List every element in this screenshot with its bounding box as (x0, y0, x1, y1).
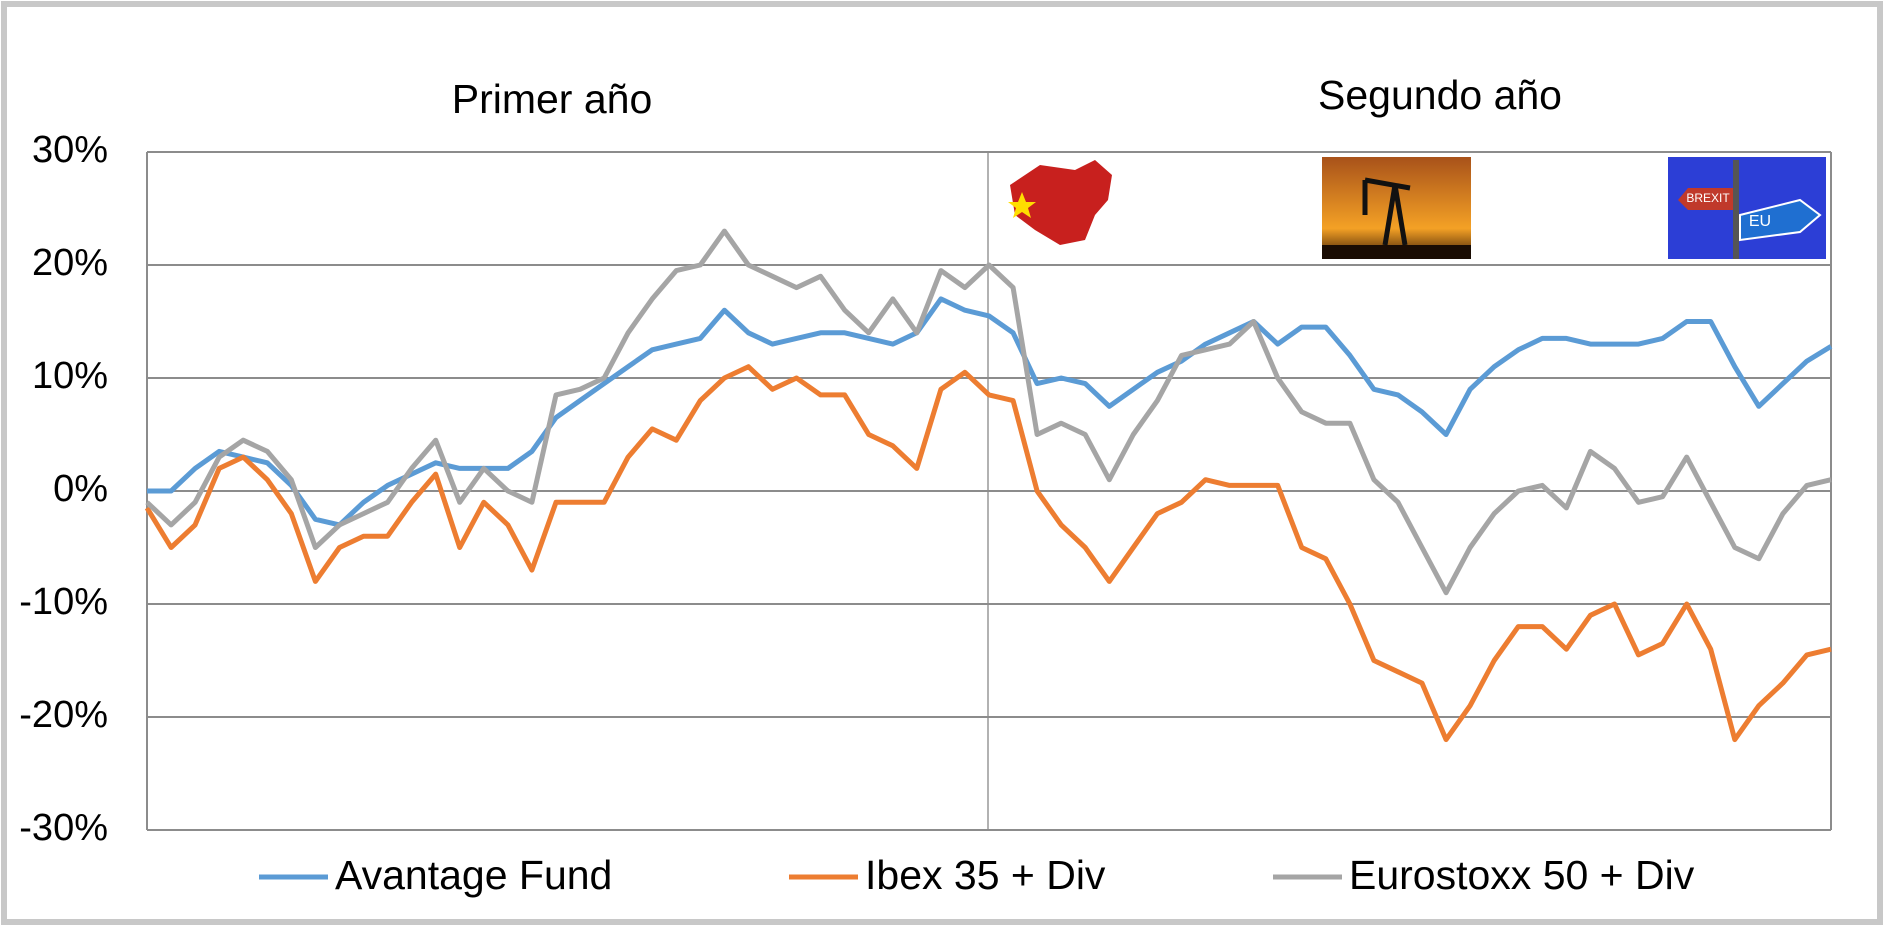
legend-label: Avantage Fund (335, 852, 612, 898)
oil-icon (1322, 157, 1471, 259)
y-tick-label: 20% (32, 242, 108, 284)
y-tick-label: 10% (32, 355, 108, 397)
legend-label: Ibex 35 + Div (865, 852, 1106, 898)
brexit-icon: BREXIT EU (1668, 157, 1826, 259)
y-tick-label: -30% (19, 807, 108, 849)
y-tick-label: 0% (53, 468, 108, 510)
y-tick-label: -20% (19, 694, 108, 736)
icon-text: EU (1749, 213, 1771, 230)
y-tick-label: -10% (19, 581, 108, 623)
chart: Primer año Segundo año BREXIT EU -30% -20… (0, 0, 1889, 930)
legend-label: Eurostoxx 50 + Div (1349, 852, 1695, 898)
annotation: Segundo año (1318, 72, 1562, 118)
annotation: Primer año (452, 76, 653, 122)
frame (4, 4, 1880, 922)
y-tick-label: 30% (32, 129, 108, 171)
icon-text: BREXIT (1686, 191, 1730, 205)
